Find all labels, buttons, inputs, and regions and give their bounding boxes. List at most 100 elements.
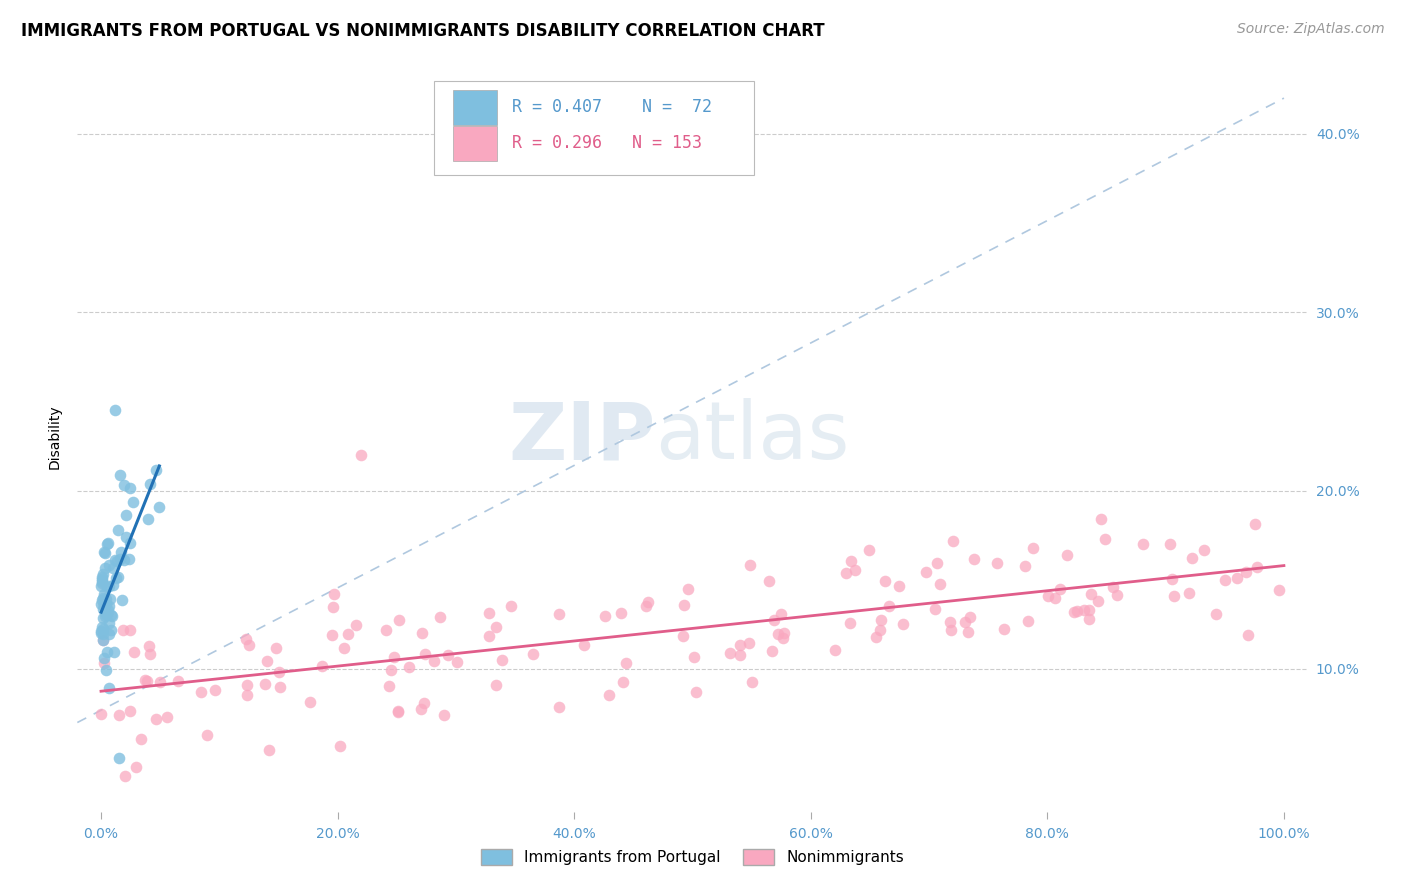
Point [610, 607, 633, 621]
Point [120, 623, 142, 637]
Point [257, 743, 280, 757]
Point [90, 626, 112, 640]
Point [112, 623, 135, 637]
Point [877, 599, 900, 614]
Point [93, 545, 115, 559]
Point [145, 463, 167, 477]
Point [104, 571, 127, 585]
Point [1132, 537, 1154, 551]
Point [91, 575, 114, 590]
Point [96, 607, 118, 621]
Point [477, 606, 499, 620]
Point [598, 688, 620, 702]
Point [437, 648, 460, 662]
Point [91, 570, 114, 584]
Point [236, 678, 259, 692]
Point [90, 707, 112, 722]
Point [429, 610, 451, 624]
Point [238, 638, 260, 652]
Text: R = 0.296   N = 153: R = 0.296 N = 153 [512, 135, 702, 153]
Point [103, 560, 125, 574]
Point [636, 599, 658, 613]
Point [616, 657, 638, 671]
Point [1049, 582, 1071, 596]
Point [107, 751, 129, 765]
Point [835, 566, 858, 581]
Text: atlas: atlas [655, 398, 849, 476]
Point [682, 649, 704, 664]
Point [104, 403, 127, 417]
Point [387, 704, 409, 718]
Point [96, 580, 118, 594]
Point [1205, 607, 1227, 621]
Point [411, 625, 433, 640]
Point [97, 599, 120, 613]
Point [1234, 565, 1257, 579]
Point [105, 554, 128, 568]
Point [1078, 612, 1101, 626]
Point [1105, 588, 1128, 602]
Point [93, 587, 115, 601]
Point [195, 728, 218, 742]
Point [190, 684, 212, 698]
Point [91, 632, 114, 647]
Point [1213, 573, 1236, 587]
Point [101, 608, 124, 623]
Point [673, 598, 696, 612]
Point [1073, 603, 1095, 617]
Point [761, 643, 783, 657]
Point [1017, 614, 1039, 628]
Point [97, 616, 120, 631]
Point [1078, 602, 1101, 616]
Point [637, 595, 659, 609]
Point [986, 556, 1008, 570]
Legend: Immigrants from Portugal, Nonimmigrants: Immigrants from Portugal, Nonimmigrants [475, 843, 910, 871]
Point [135, 674, 157, 689]
Point [94, 591, 117, 606]
Point [90, 579, 112, 593]
Point [94, 607, 117, 621]
Point [125, 760, 148, 774]
Point [924, 602, 946, 616]
Point [118, 481, 141, 495]
Point [93, 599, 115, 613]
Point [112, 553, 135, 567]
Text: R = 0.407    N =  72: R = 0.407 N = 72 [512, 98, 711, 116]
Point [139, 647, 162, 661]
Point [963, 552, 986, 566]
Point [118, 535, 141, 549]
Point [337, 627, 360, 641]
Point [485, 620, 508, 634]
Point [939, 623, 962, 637]
Point [484, 678, 506, 692]
Point [235, 632, 257, 647]
Point [93, 601, 115, 615]
Point [1243, 516, 1265, 531]
Point [413, 696, 436, 710]
Point [839, 554, 862, 568]
Point [1080, 587, 1102, 601]
Point [925, 556, 948, 570]
Point [118, 704, 141, 718]
Point [122, 494, 145, 508]
Point [94, 608, 117, 623]
Point [387, 613, 409, 627]
Point [1160, 572, 1182, 586]
Point [1087, 593, 1109, 607]
Point [378, 679, 401, 693]
Point [322, 587, 344, 601]
Point [124, 645, 146, 659]
Point [380, 664, 402, 678]
Point [433, 708, 456, 723]
Point [1226, 571, 1249, 585]
Point [97, 579, 120, 593]
FancyBboxPatch shape [434, 81, 754, 175]
Point [321, 628, 343, 642]
Point [138, 639, 160, 653]
Text: ZIP: ZIP [509, 398, 655, 476]
Point [298, 696, 321, 710]
Point [446, 655, 468, 669]
Point [97, 535, 120, 549]
Point [156, 710, 179, 724]
Point [678, 582, 700, 596]
